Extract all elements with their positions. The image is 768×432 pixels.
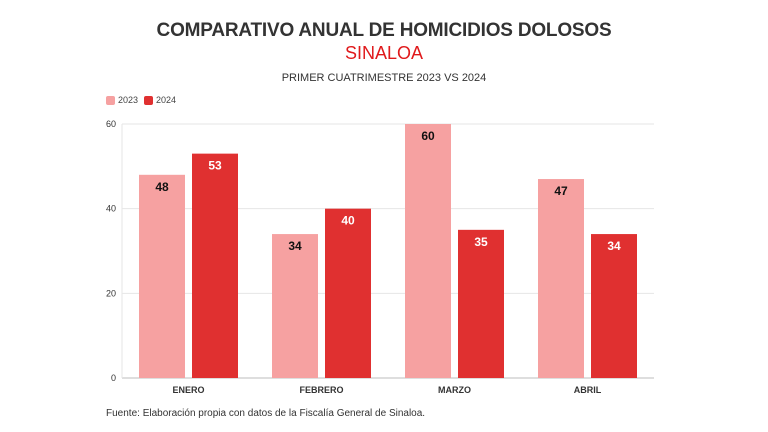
bar-2023-enero bbox=[139, 174, 185, 378]
chart-subtitle: SINALOA bbox=[344, 43, 424, 63]
legend-item-2023[interactable]: 2023 bbox=[106, 95, 138, 105]
bar-2024-enero bbox=[192, 153, 238, 378]
data-label: 35 bbox=[474, 235, 488, 249]
data-label: 40 bbox=[341, 214, 355, 228]
bar-2023-febrero bbox=[272, 234, 318, 378]
bar-2023-marzo bbox=[405, 124, 451, 378]
data-label: 48 bbox=[155, 180, 169, 194]
legend-label-2024: 2024 bbox=[156, 95, 177, 105]
x-tick-label: FEBRERO bbox=[299, 385, 343, 395]
data-label: 47 bbox=[554, 184, 568, 198]
legend-label-2023: 2023 bbox=[118, 95, 139, 105]
y-tick-label: 60 bbox=[106, 119, 116, 129]
bar-2023-abril bbox=[538, 179, 584, 378]
data-label: 53 bbox=[208, 159, 222, 173]
x-tick-label: ABRIL bbox=[574, 385, 602, 395]
legend-swatch-2024 bbox=[144, 95, 154, 105]
bar-2024-abril bbox=[591, 234, 637, 378]
bar-2024-febrero bbox=[325, 208, 371, 378]
data-label: 60 bbox=[421, 129, 435, 143]
legend-item-2024[interactable]: 2024 bbox=[144, 95, 176, 105]
legend-swatch-2023 bbox=[106, 95, 115, 105]
x-tick-label: MARZO bbox=[438, 385, 471, 395]
chart-caption: PRIMER CUATRIMESTRE 2023 VS 2024 bbox=[281, 72, 487, 84]
data-label: 34 bbox=[607, 239, 621, 253]
bar-chart: 0 20 40 60 48 53 ENERO 34 40 FEBRERO 60 35 MARZO 47 34… bbox=[106, 119, 654, 395]
chart-title: COMPARATIVO ANUAL DE HOMICIDIOS DOLOSOS bbox=[156, 20, 612, 41]
source-note: Fuente: Elaboración propia con datos de … bbox=[106, 408, 426, 419]
y-tick-label: 0 bbox=[111, 373, 116, 383]
y-tick-label: 20 bbox=[106, 288, 116, 298]
x-tick-label: ENERO bbox=[172, 385, 204, 395]
legend: 2023 2024 bbox=[106, 95, 182, 105]
data-label: 34 bbox=[288, 239, 302, 253]
y-tick-label: 40 bbox=[106, 204, 116, 214]
bar-2024-marzo bbox=[458, 229, 504, 378]
